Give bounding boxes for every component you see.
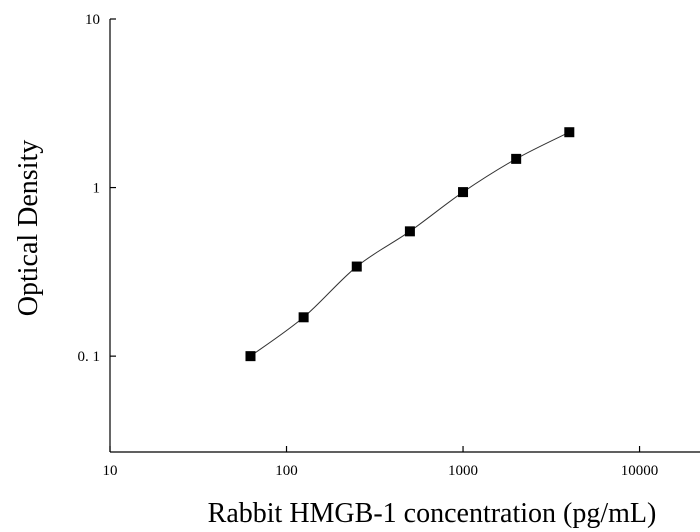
- y-axis-ticks: 0. 1 1 10: [78, 12, 116, 365]
- x-tick-label: 100: [275, 463, 298, 479]
- data-point: [458, 187, 469, 198]
- y-axis-title: Optical Density: [13, 140, 44, 317]
- y-tick-label: 0. 1: [78, 349, 101, 365]
- data-point: [245, 351, 256, 362]
- x-tick-label: 10000: [621, 463, 659, 479]
- fit-curve: [250, 131, 570, 357]
- x-tick-label: 1000: [448, 463, 478, 479]
- y-tick-label: 1: [93, 181, 101, 197]
- data-point: [404, 226, 415, 237]
- data-point: [298, 312, 309, 323]
- x-tick-label: 10: [103, 463, 118, 479]
- x-axis-ticks: 10 100 1000 10000: [103, 446, 659, 479]
- y-tick-label: 10: [85, 12, 100, 28]
- data-point: [351, 261, 362, 272]
- x-axis-title: Rabbit HMGB-1 concentration (pg/mL): [208, 498, 657, 529]
- data-markers: [245, 127, 575, 362]
- data-point: [511, 153, 522, 164]
- data-point: [564, 127, 575, 138]
